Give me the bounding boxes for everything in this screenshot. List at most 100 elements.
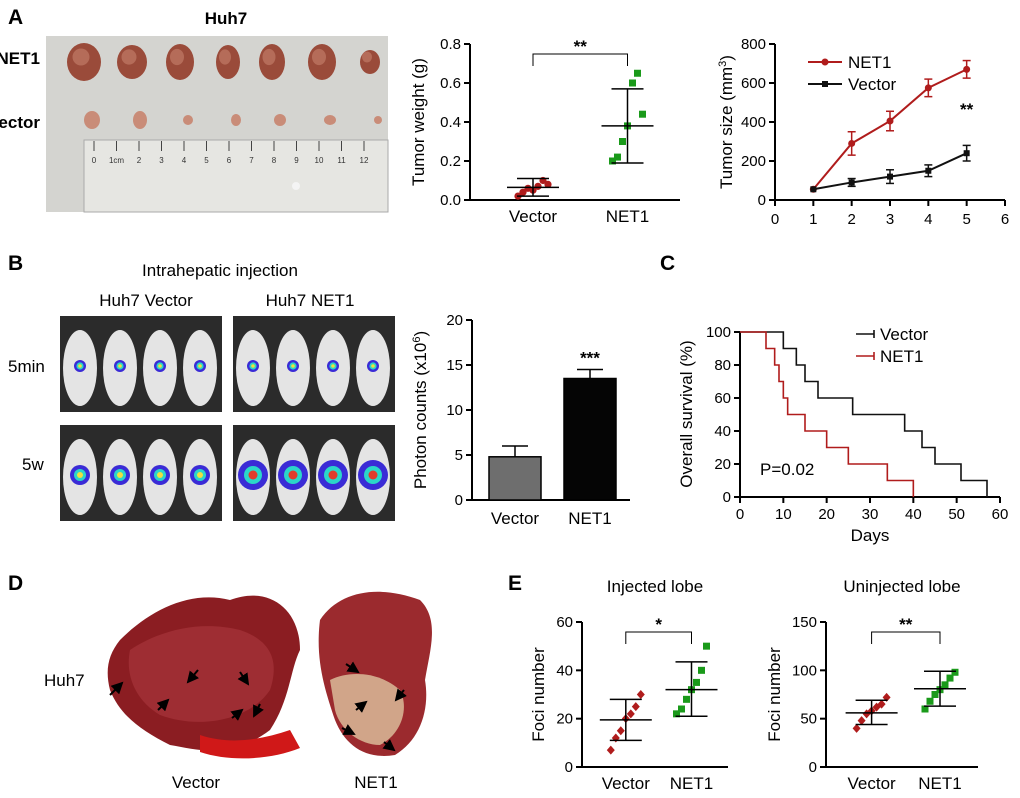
data-point-net1 <box>926 697 934 705</box>
x-tick-label: 0 <box>771 211 779 228</box>
signal-core <box>331 364 335 368</box>
x-category-label: NET1 <box>918 774 961 793</box>
group-label-net1: Huh7 NET1 <box>266 291 355 310</box>
y-tick-label: 0.4 <box>440 114 461 131</box>
signal-core <box>158 364 162 368</box>
signal-core <box>197 472 203 478</box>
ruler-tick-label: 2 <box>137 156 142 165</box>
legend-label-vector: Vector <box>880 325 929 344</box>
liver-vector-highlight <box>128 626 274 722</box>
tumor-photo: 0 1cm 2 3 4 5 6 7 8 9 10 11 12 <box>46 36 389 213</box>
significance-mark: *** <box>580 349 600 368</box>
foci-arrow <box>382 739 396 752</box>
y-tick-label: 10 <box>446 402 463 419</box>
bioluminescence-images <box>60 316 395 521</box>
data-point-vector <box>848 179 855 186</box>
signal-core <box>291 364 295 368</box>
y-tick-label: 20 <box>446 312 463 329</box>
liver-cell-label: Huh7 <box>44 671 85 690</box>
y-tick-label: 100 <box>792 662 817 679</box>
tumor-vector <box>324 115 336 125</box>
data-point-vector <box>852 723 861 733</box>
y-tick-label: 0 <box>455 492 463 509</box>
tumor-net1-highlight <box>121 49 137 65</box>
signal-core <box>118 364 122 368</box>
data-point-net1 <box>924 84 932 92</box>
data-point-net1 <box>886 117 894 125</box>
y-tick-label: 40 <box>714 423 731 440</box>
ruler-ticks: 0 1cm 2 3 4 5 6 7 8 9 10 11 12 <box>92 141 369 165</box>
data-point-net1 <box>629 79 636 87</box>
x-axis-label: Days <box>851 526 890 545</box>
x-tick-label: 50 <box>948 506 965 523</box>
data-point-vector <box>636 690 645 699</box>
y-tick-label: 20 <box>714 456 731 473</box>
foci-arrow <box>394 688 407 702</box>
data-point-net1 <box>693 678 700 686</box>
signal-core <box>368 470 378 480</box>
tumor-vector <box>374 116 382 124</box>
data-point-vector <box>544 180 552 188</box>
ruler-tick-label: 11 <box>337 156 346 165</box>
data-point-vector <box>616 726 625 736</box>
tumor-vector <box>84 111 100 129</box>
foci-arrow <box>341 724 356 735</box>
y-axis-label: Tumor size (mm3) <box>717 55 736 189</box>
ruler-tick-label: 7 <box>249 156 254 165</box>
y-axis-label-sup: 3 <box>717 61 729 67</box>
y-axis-label-main: Photon counts (x10 <box>411 343 430 489</box>
time-label-5min: 5min <box>8 357 45 376</box>
x-category-label: Vector <box>509 207 558 226</box>
data-point-net1 <box>946 674 954 682</box>
data-point-net1 <box>931 691 939 698</box>
signal-core <box>77 472 83 478</box>
y-tick-label: 400 <box>741 114 766 131</box>
tumor-net1-highlight <box>362 51 372 63</box>
y-axis-label: Tumor weight (g) <box>409 58 428 186</box>
imaging-title: Intrahepatic injection <box>142 261 298 280</box>
foci-arrow <box>186 669 200 684</box>
data-point-net1 <box>951 668 959 676</box>
y-axis-label-main: Tumor weight (g) <box>409 58 428 186</box>
data-point-vector <box>877 699 886 709</box>
y-tick-label: 100 <box>706 324 731 341</box>
signal-core <box>157 472 163 478</box>
tumor-specimens <box>67 43 382 129</box>
x-tick-label: 20 <box>818 506 835 523</box>
y-axis-label: Photon counts (x106) <box>411 331 430 489</box>
data-point-net1 <box>683 695 690 703</box>
significance-mark: * <box>655 615 662 634</box>
row-label-vector: Vector <box>0 113 40 132</box>
y-tick-label: 200 <box>741 153 766 170</box>
data-point-vector <box>963 150 970 157</box>
significance-mark: ** <box>574 37 588 56</box>
tumor-vector <box>133 111 147 129</box>
data-point-vector <box>810 186 817 193</box>
x-tick-label: 60 <box>992 506 1009 523</box>
y-axis-label-main: Overall survival (%) <box>677 340 696 487</box>
data-point-vector <box>626 709 635 719</box>
x-category-label: NET1 <box>606 207 649 226</box>
signal-core <box>371 364 375 368</box>
tumor-net1-highlight <box>312 48 326 66</box>
x-tick-label: 3 <box>886 211 894 228</box>
y-tick-label: 0 <box>758 192 766 209</box>
ruler-tick-label: 5 <box>204 156 209 165</box>
foci-arrow <box>345 661 360 674</box>
y-tick-label: 80 <box>714 357 731 374</box>
foci-arrow <box>354 700 368 713</box>
survival-curve-net1 <box>740 331 915 497</box>
significance-mark: ** <box>899 615 913 634</box>
y-tick-label: 0 <box>565 759 573 776</box>
y-tick-label: 0.2 <box>440 153 461 170</box>
liver-net1 <box>318 591 432 756</box>
tumor-net1-highlight <box>170 48 184 66</box>
liver-label-vector: Vector <box>172 773 221 792</box>
bar-net1 <box>563 377 617 501</box>
y-tick-label: 5 <box>455 447 463 464</box>
x-tick-label: 2 <box>847 211 855 228</box>
ruler-tick-label: 10 <box>315 156 324 165</box>
significance-bracket <box>625 631 692 644</box>
signal-core <box>117 472 123 478</box>
